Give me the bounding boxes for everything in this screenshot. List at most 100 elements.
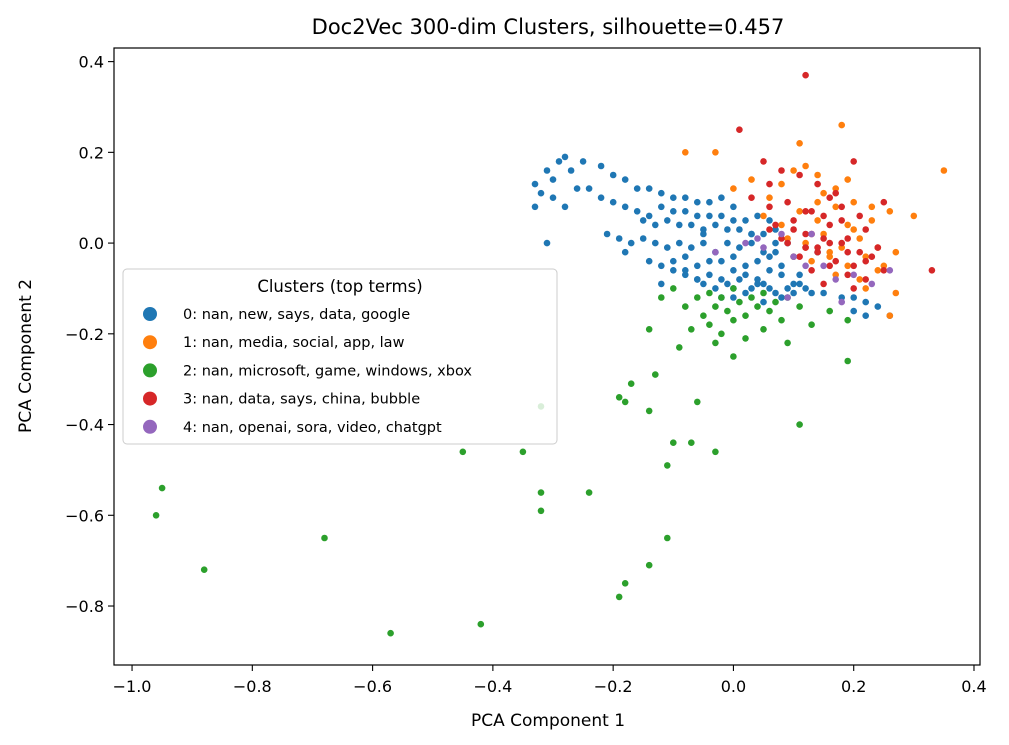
data-point xyxy=(724,307,731,315)
data-point xyxy=(784,339,791,347)
data-point xyxy=(718,194,725,201)
data-point xyxy=(531,180,539,188)
data-point xyxy=(796,171,803,179)
data-point xyxy=(585,185,593,192)
legend-marker xyxy=(143,307,157,321)
data-point xyxy=(856,235,863,242)
data-point xyxy=(784,294,791,301)
data-point xyxy=(778,230,785,238)
data-point xyxy=(615,593,623,601)
x-axis-label: PCA Component 1 xyxy=(471,711,625,731)
data-point xyxy=(778,180,785,188)
data-point xyxy=(802,285,809,292)
data-point xyxy=(754,280,761,288)
data-point xyxy=(784,235,791,242)
data-point xyxy=(627,380,635,388)
data-point xyxy=(778,316,785,324)
data-point xyxy=(802,262,809,270)
data-point xyxy=(670,194,677,201)
data-point xyxy=(850,294,857,301)
data-point xyxy=(838,294,845,301)
data-point xyxy=(868,253,876,260)
data-point xyxy=(844,262,851,270)
data-point xyxy=(597,194,605,201)
legend-label: 3: nan, data, says, china, bubble xyxy=(183,392,420,408)
series-cluster-4 xyxy=(712,230,894,306)
data-point xyxy=(537,507,545,515)
data-point xyxy=(670,285,677,292)
data-point xyxy=(766,203,773,211)
data-point xyxy=(742,335,749,342)
data-point xyxy=(748,194,755,201)
data-point xyxy=(784,239,791,247)
data-point xyxy=(615,235,623,242)
data-point xyxy=(814,180,821,188)
data-point xyxy=(796,303,803,310)
data-point xyxy=(808,230,815,238)
x-tick-label: −0.8 xyxy=(233,677,272,696)
data-point xyxy=(645,326,653,333)
data-point xyxy=(645,212,653,220)
data-point xyxy=(820,189,827,197)
data-point xyxy=(688,439,695,447)
data-point xyxy=(778,271,785,279)
data-point xyxy=(790,280,797,288)
data-point xyxy=(549,176,557,183)
data-point xyxy=(549,194,557,201)
data-point xyxy=(633,208,641,215)
data-point xyxy=(844,235,851,242)
data-point xyxy=(874,267,882,274)
data-point xyxy=(645,185,653,192)
data-point xyxy=(724,280,731,288)
data-point xyxy=(892,289,900,297)
data-point xyxy=(790,253,797,260)
data-point xyxy=(670,439,677,447)
data-point xyxy=(772,226,779,233)
data-point xyxy=(718,212,725,220)
data-point xyxy=(820,262,827,270)
data-point xyxy=(844,221,851,229)
data-point xyxy=(874,303,882,310)
data-point xyxy=(820,212,827,220)
data-point xyxy=(603,230,611,238)
data-point xyxy=(736,298,743,306)
data-point xyxy=(856,248,863,256)
data-point xyxy=(838,203,845,211)
data-point xyxy=(796,421,803,428)
data-point xyxy=(561,203,569,211)
data-point xyxy=(615,394,623,401)
x-tick-label: −0.2 xyxy=(594,677,633,696)
data-point xyxy=(868,217,876,224)
data-point xyxy=(712,339,719,347)
data-point xyxy=(850,198,857,206)
data-point xyxy=(718,257,725,265)
data-point xyxy=(760,244,767,251)
legend-marker xyxy=(143,391,157,406)
data-point xyxy=(766,307,773,315)
data-point xyxy=(844,271,851,279)
data-point xyxy=(670,257,677,265)
data-point xyxy=(778,262,785,270)
data-point xyxy=(652,221,659,229)
x-tick-label: −1.0 xyxy=(113,677,152,696)
data-point xyxy=(832,189,839,197)
data-point xyxy=(868,280,876,288)
data-point xyxy=(754,212,761,220)
data-point xyxy=(621,176,629,183)
data-point xyxy=(910,212,918,220)
data-point xyxy=(796,140,803,147)
x-tick-label: 0.4 xyxy=(961,677,986,696)
data-point xyxy=(814,244,821,251)
data-point xyxy=(826,221,833,229)
y-tick-label: −0.6 xyxy=(65,506,104,525)
legend-label: 1: nan, media, social, app, law xyxy=(183,335,405,351)
data-point xyxy=(862,285,869,292)
data-point xyxy=(730,353,737,360)
data-point xyxy=(712,149,719,156)
data-points xyxy=(152,71,948,637)
data-point xyxy=(633,185,641,192)
data-point xyxy=(754,257,761,265)
data-point xyxy=(874,244,882,251)
data-point xyxy=(664,534,671,542)
